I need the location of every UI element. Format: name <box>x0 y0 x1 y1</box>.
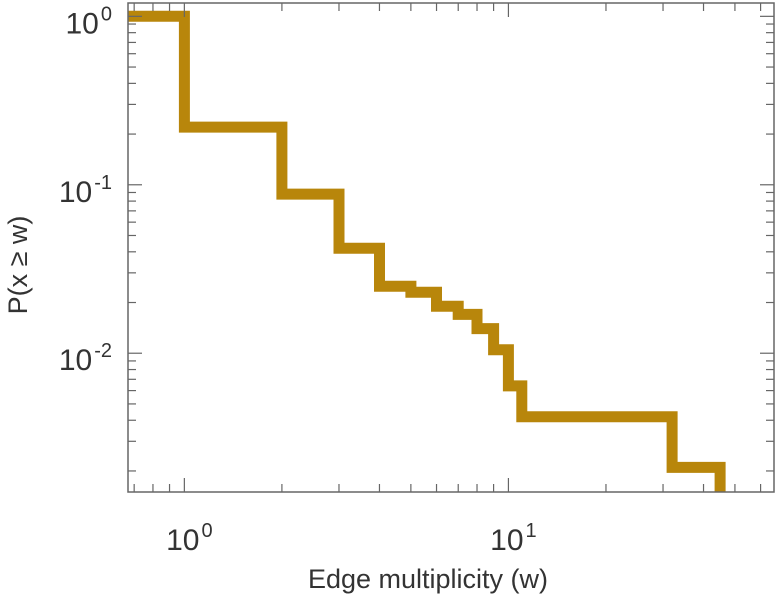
y-tick-label: 10 -1 <box>59 172 112 209</box>
x-tick-label: 10 0 <box>166 520 213 557</box>
y-axis-label: P(x ≥ w) <box>3 216 33 315</box>
x-tick-label: 10 1 <box>490 520 537 557</box>
y-tick-label: 10 0 <box>66 3 113 40</box>
ccdf-step-line <box>128 10 726 492</box>
x-axis-label: Edge multiplicity (w) <box>308 564 548 594</box>
y-tick-label: 10 -2 <box>59 340 112 377</box>
plot-frame <box>127 2 775 493</box>
